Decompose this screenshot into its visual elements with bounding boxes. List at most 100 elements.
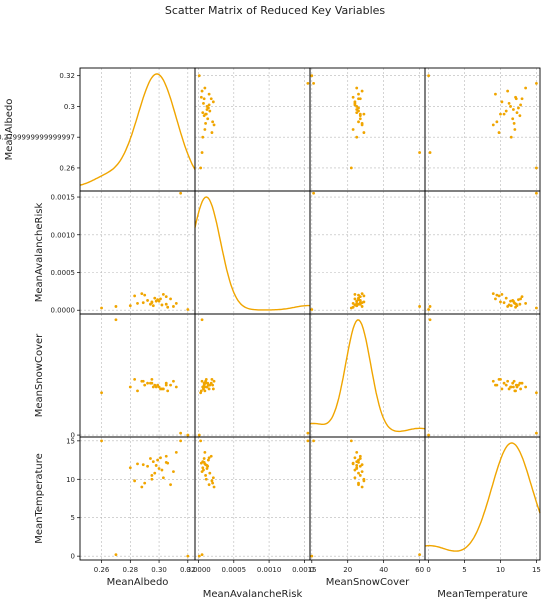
scatter-point	[502, 301, 506, 305]
scatter-point	[136, 389, 139, 393]
scatter-point	[355, 111, 359, 114]
scatter-point	[206, 117, 210, 121]
scatter-point	[201, 460, 205, 463]
scatter-point	[499, 112, 502, 116]
x-tick-label: 0	[310, 566, 314, 574]
x-tick-label: 0.0005	[222, 566, 247, 574]
scatter-point	[164, 295, 168, 299]
scatter-point	[351, 95, 355, 99]
scatter-point	[362, 294, 366, 298]
scatter-point	[200, 89, 204, 93]
scatter-point	[512, 379, 516, 383]
scatter-point	[149, 457, 152, 460]
scatter-point	[491, 292, 495, 296]
scatter-point	[362, 131, 366, 134]
scatter-point	[159, 297, 162, 301]
scatter-point	[143, 293, 147, 297]
scatter-point	[207, 383, 211, 387]
scatter-point	[210, 377, 214, 381]
cell-frame	[309, 313, 426, 438]
x-tick-label: 60	[415, 566, 424, 574]
scatter-point	[160, 303, 164, 307]
scatter-point	[524, 385, 528, 389]
matrix-cell-meanalbedo-vs-meantemperature	[424, 67, 541, 192]
scatter-point	[355, 467, 359, 470]
scatter-point	[128, 385, 132, 389]
scatter-point	[491, 379, 495, 383]
scatter-point	[203, 86, 207, 90]
scatter-point	[509, 299, 512, 303]
x-tick-label: 0	[426, 566, 430, 574]
matrix-cell-meanalbedo-vs-meanavalancherisk	[194, 67, 311, 192]
kde-curve-meantemperature	[424, 442, 541, 552]
kde-curve-meanavalancherisk	[194, 196, 311, 311]
scatter-point	[509, 135, 513, 139]
scatter-point	[186, 433, 190, 437]
scatter-point	[157, 299, 161, 303]
scatter-point	[128, 466, 132, 470]
scatter-point	[497, 294, 501, 298]
matrix-cell-meanavalancherisk-vs-meansnowcover	[309, 190, 426, 315]
cell-frame	[424, 436, 541, 561]
scatter-point	[201, 466, 205, 470]
scatter-point	[512, 121, 516, 125]
matrix-cell-meantemperature-vs-meantemperature	[424, 436, 541, 561]
scatter-point	[169, 383, 172, 387]
cell-frame	[424, 313, 541, 438]
scatter-point	[205, 385, 209, 389]
scatter-point	[494, 383, 497, 387]
scatter-point	[511, 117, 515, 121]
scatter-point	[360, 485, 364, 489]
scatter-point	[151, 304, 155, 308]
cell-frame	[194, 313, 311, 438]
scatter-point	[200, 151, 204, 154]
scatter-point	[208, 109, 212, 113]
cell-frame	[424, 67, 541, 192]
scatter-point	[504, 383, 508, 387]
scatter-point	[507, 387, 511, 391]
scatter-point	[202, 381, 206, 385]
scatter-point	[212, 379, 216, 383]
matrix-cell-meansnowcover-vs-meanalbedo	[79, 313, 196, 438]
x-tick-label: 0.0015	[292, 566, 317, 574]
scatter-point	[154, 464, 158, 467]
scatter-point	[357, 120, 360, 124]
scatter-point	[535, 166, 538, 170]
scatter-point	[166, 305, 170, 309]
scatter-point	[306, 431, 310, 435]
y-axis-label-meansnowcover: MeanSnowCover	[34, 333, 45, 417]
scatter-point	[154, 385, 158, 389]
scatter-point	[507, 101, 511, 105]
scatter-point	[355, 299, 359, 303]
y-tick-label: 0.26	[59, 164, 75, 172]
cell-frame	[79, 67, 196, 192]
scatter-point	[164, 381, 168, 385]
scatter-point	[197, 554, 201, 558]
scatter-point	[502, 381, 506, 385]
scatter-point	[100, 391, 103, 395]
matrix-cell-meanalbedo-vs-meanalbedo	[79, 67, 196, 192]
x-tick-label: 0.26	[94, 566, 110, 574]
scatter-point	[506, 379, 510, 383]
scatter-point	[203, 450, 207, 454]
scatter-point	[203, 389, 207, 393]
scatter-point	[199, 391, 203, 395]
scatter-point	[201, 111, 205, 114]
y-tick-label: 10	[66, 476, 75, 484]
scatter-point	[197, 74, 201, 78]
scatter-point	[206, 464, 210, 468]
matrix-cell-meanavalancherisk-vs-meantemperature	[424, 190, 541, 315]
scatter-point	[161, 387, 165, 391]
cell-frame	[309, 67, 426, 192]
scatter-point	[151, 460, 155, 463]
x-tick-label: 0.32	[180, 566, 196, 574]
scatter-point	[199, 95, 203, 99]
scatter-point	[428, 151, 432, 154]
scatter-point	[207, 92, 211, 96]
matrix-cell-meansnowcover-vs-meanavalancherisk	[194, 313, 311, 438]
scatter-point	[141, 301, 145, 305]
scatter-point	[210, 479, 214, 483]
scatter-point	[172, 470, 175, 473]
x-tick-label: 20	[343, 566, 352, 574]
scatter-point	[141, 463, 145, 467]
